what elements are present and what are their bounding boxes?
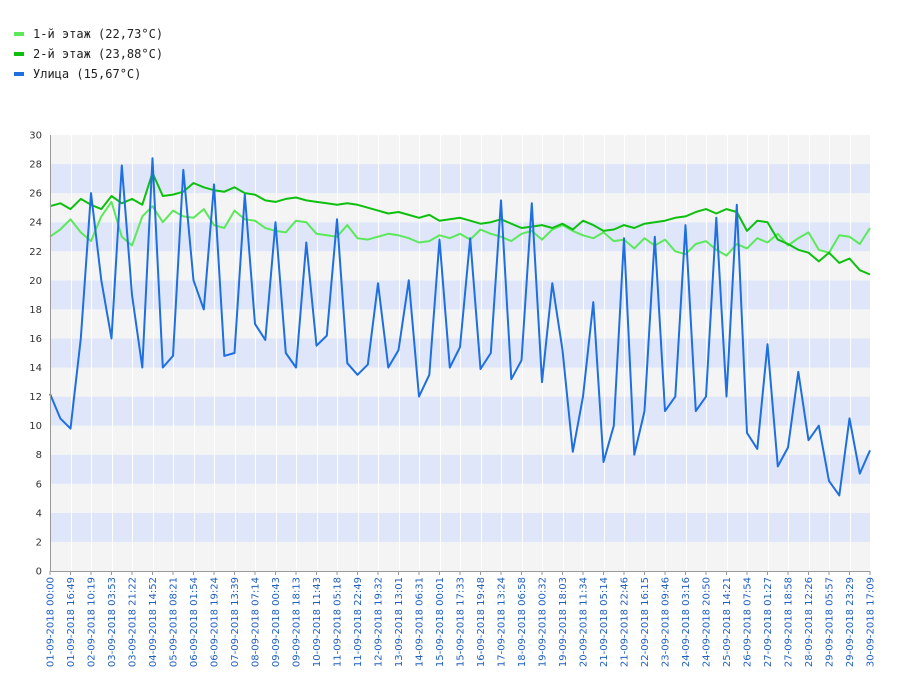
y-tick-label: 28 <box>29 160 42 171</box>
y-tick-label: 30 <box>29 131 42 142</box>
y-tick-label: 18 <box>29 305 42 316</box>
x-tick-label: 27-09-2018 01:27 <box>763 577 774 667</box>
chart-legend: 1-й этаж (22,73°C) 2-й этаж (23,88°C) Ул… <box>14 24 163 84</box>
x-tick-label: 02-09-2018 10:19 <box>87 577 98 667</box>
x-tick-label: 09-09-2018 00:43 <box>271 577 282 667</box>
x-tick-label: 10-09-2018 11:43 <box>312 577 323 667</box>
x-tick-label: 26-09-2018 07:54 <box>743 577 754 667</box>
legend-swatch-street <box>14 72 24 76</box>
y-tick-label: 0 <box>36 567 42 578</box>
legend-label-floor1: 1-й этаж (22,73°C) <box>33 27 164 41</box>
x-tick-label: 19-09-2018 18:03 <box>558 577 569 667</box>
x-tick-label: 24-09-2018 03:16 <box>681 577 692 667</box>
legend-item-floor2: 2-й этаж (23,88°C) <box>14 44 163 64</box>
x-tick-label: 05-09-2018 08:21 <box>169 577 180 667</box>
x-tick-label: 04-09-2018 14:52 <box>148 577 159 667</box>
x-tick-label: 15-09-2018 00:01 <box>435 577 446 667</box>
x-tick-label: 30-09-2018 17:09 <box>866 577 877 667</box>
legend-item-floor1: 1-й этаж (22,73°C) <box>14 24 163 44</box>
y-tick-label: 8 <box>36 450 42 461</box>
x-tick-label: 20-09-2018 11:34 <box>579 577 590 667</box>
legend-label-floor2: 2-й этаж (23,88°C) <box>33 47 164 61</box>
legend-swatch-floor1 <box>14 32 24 36</box>
x-tick-label: 24-09-2018 20:50 <box>702 577 713 667</box>
x-tick-label: 25-09-2018 14:21 <box>722 577 733 667</box>
y-tick-label: 12 <box>29 392 42 403</box>
x-tick-label: 28-09-2018 12:26 <box>804 577 815 667</box>
x-tick-label: 22-09-2018 16:15 <box>640 577 651 667</box>
series-lines <box>49 157 871 497</box>
x-axis-ticks: 01-09-2018 00:00 01-09-2018 16:49 02-09-20… <box>46 571 877 667</box>
y-tick-label: 10 <box>29 421 42 432</box>
y-tick-label: 2 <box>36 537 42 548</box>
series-line-2 <box>49 171 871 276</box>
x-tick-label: 11-09-2018 05:18 <box>333 577 344 667</box>
y-tick-label: 16 <box>29 334 42 345</box>
y-tick-label: 24 <box>29 218 42 229</box>
x-tick-label: 17-09-2018 13:24 <box>497 577 508 667</box>
series-line-3 <box>49 157 871 497</box>
x-tick-label: 21-09-2018 22:46 <box>620 577 631 667</box>
x-tick-label: 03-09-2018 03:53 <box>107 577 118 667</box>
x-tick-label: 27-09-2018 18:58 <box>784 577 795 667</box>
x-tick-label: 03-09-2018 21:22 <box>128 577 139 667</box>
x-tick-label: 06-09-2018 01:54 <box>189 577 200 667</box>
x-tick-label: 09-09-2018 18:13 <box>292 577 303 667</box>
x-tick-label: 08-09-2018 07:14 <box>251 577 262 667</box>
y-tick-label: 20 <box>29 276 42 287</box>
x-tick-label: 07-09-2018 13:39 <box>230 577 241 667</box>
x-tick-label: 01-09-2018 16:49 <box>66 577 77 667</box>
x-tick-label: 06-09-2018 19:24 <box>210 577 221 667</box>
x-tick-label: 16-09-2018 19:48 <box>476 577 487 667</box>
y-tick-label: 26 <box>29 189 42 200</box>
x-tick-label: 19-09-2018 00:32 <box>538 577 549 667</box>
x-tick-label: 23-09-2018 09:46 <box>661 577 672 667</box>
y-tick-label: 4 <box>36 508 42 519</box>
legend-swatch-floor2 <box>14 52 24 56</box>
x-tick-label: 13-09-2018 13:01 <box>394 577 405 667</box>
x-tick-label: 21-09-2018 05:14 <box>599 577 610 667</box>
legend-label-street: Улица (15,67°C) <box>33 67 142 81</box>
y-tick-label: 6 <box>36 479 42 490</box>
x-tick-label: 14-09-2018 06:31 <box>415 577 426 667</box>
y-tick-label: 22 <box>29 247 42 258</box>
x-tick-label: 29-09-2018 05:57 <box>825 577 836 667</box>
x-tick-label: 12-09-2018 19:32 <box>374 577 385 667</box>
x-tick-label: 01-09-2018 00:00 <box>46 577 57 667</box>
legend-item-street: Улица (15,67°C) <box>14 64 163 84</box>
x-tick-label: 18-09-2018 06:58 <box>517 577 528 667</box>
y-tick-label: 14 <box>29 363 42 374</box>
x-tick-label: 11-09-2018 22:49 <box>353 577 364 667</box>
x-tick-label: 29-09-2018 23:29 <box>845 577 856 667</box>
x-tick-label: 15-09-2018 17:33 <box>456 577 467 667</box>
